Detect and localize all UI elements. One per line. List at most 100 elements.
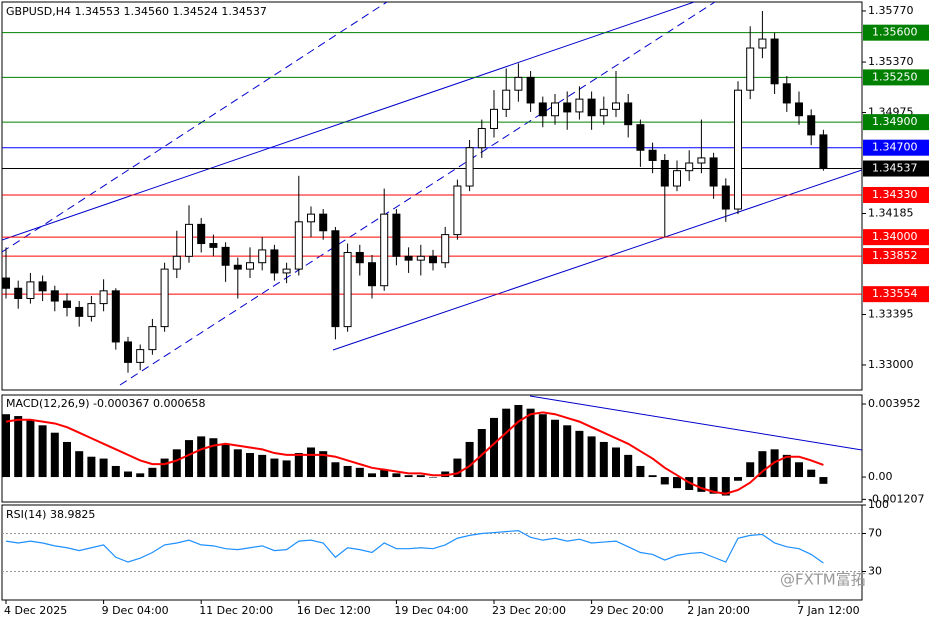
macd-bar — [526, 408, 535, 478]
level-label: 1.34700 — [872, 141, 918, 154]
candle-body — [477, 128, 486, 149]
macd-bar — [624, 454, 633, 478]
candle-body — [209, 243, 218, 248]
candle-body — [355, 251, 364, 264]
candle-body — [795, 102, 803, 117]
macd-bar — [465, 441, 474, 478]
macd-bar — [599, 441, 608, 478]
macd-bar — [404, 475, 413, 478]
candle-body — [624, 102, 633, 126]
main-panel — [1, 1, 863, 391]
macd-bar — [660, 477, 669, 485]
y-tick-label: 1.34185 — [868, 207, 914, 220]
candle-body — [746, 47, 755, 91]
y-tick-label: 30 — [868, 565, 882, 578]
x-tick-label: 29 Dec 20:00 — [590, 604, 664, 617]
macd-bar — [697, 477, 706, 492]
macd-bar — [258, 454, 267, 478]
watermark: @FXTM富拓 — [780, 571, 866, 589]
level-tag — [863, 69, 929, 86]
level-label: 1.33852 — [872, 249, 918, 262]
candle-body — [526, 76, 535, 104]
candle-body — [502, 89, 511, 110]
candle-body — [782, 83, 791, 104]
level-tag — [863, 186, 929, 203]
macd-label: MACD(12,26,9) -0.000367 0.000658 — [6, 397, 205, 410]
macd-bar — [233, 449, 242, 478]
candle-body — [514, 76, 523, 91]
candle-body — [587, 98, 596, 117]
level-label: 1.35600 — [872, 26, 918, 39]
macd-bar — [282, 460, 291, 478]
candle-body — [233, 264, 242, 270]
x-tick-label: 23 Dec 20:00 — [492, 604, 566, 617]
level-label: 1.35250 — [872, 70, 918, 83]
symbol-label: GBPUSD,H4 1.34553 1.34560 1.34524 1.3453… — [6, 5, 267, 18]
candle-body — [697, 157, 706, 164]
x-tick-label: 7 Jan 12:00 — [797, 604, 860, 617]
y-tick-label: 1.35370 — [868, 55, 914, 68]
candle-body — [2, 277, 10, 289]
candle-body — [721, 185, 730, 210]
macd-bar — [380, 469, 389, 478]
macd-bar — [453, 458, 462, 478]
macd-trendline — [529, 395, 862, 451]
rsi-layer — [2, 530, 862, 572]
macd-bar — [575, 430, 584, 478]
candle-body — [87, 303, 96, 317]
candle-body — [380, 213, 389, 287]
candle-body — [197, 223, 206, 245]
candle-body — [685, 162, 694, 172]
candle-body — [538, 102, 547, 117]
x-tick-label: 11 Dec 20:00 — [199, 604, 273, 617]
macd-bar — [246, 453, 254, 478]
y-tick-label: 100 — [868, 498, 889, 511]
x-tick-label: 2 Jan 20:00 — [687, 604, 750, 617]
macd-bar — [819, 477, 828, 484]
level-tag — [863, 139, 929, 156]
candle-body — [563, 102, 572, 113]
macd-bar — [734, 477, 742, 481]
macd-bar — [2, 414, 10, 478]
candle-body — [319, 213, 328, 232]
candle-body — [63, 300, 71, 308]
macd-bar — [429, 477, 437, 478]
macd-bar — [197, 436, 206, 478]
candle-body — [758, 38, 767, 49]
macd-bar — [587, 436, 596, 478]
macd-bar — [294, 453, 303, 478]
macd-bar — [807, 469, 816, 478]
main-layer — [2, 10, 862, 373]
y-tick-label: 1.35770 — [868, 4, 914, 17]
candle-body — [441, 234, 450, 264]
candle-body — [819, 134, 828, 170]
candle-body — [136, 349, 145, 363]
candle-body — [26, 281, 35, 299]
macd-bar — [538, 414, 547, 478]
level-label: 1.34330 — [872, 188, 918, 201]
channel-line — [2, 2, 696, 241]
macd-bar — [75, 451, 84, 478]
channel-line — [332, 169, 862, 351]
trendlines — [2, 2, 862, 386]
candle-body — [368, 262, 376, 287]
macd-bar — [172, 449, 181, 478]
macd-bar — [673, 477, 681, 489]
y-tick-label: 1.33395 — [868, 307, 914, 320]
macd-bar — [124, 471, 132, 478]
macd-bar — [746, 462, 755, 478]
candle-body — [270, 249, 279, 274]
rsi-line — [5, 530, 824, 564]
candle-body — [392, 213, 401, 257]
macd-bar — [87, 456, 96, 478]
candle-body — [343, 251, 352, 328]
candle-body — [660, 159, 669, 187]
candle-body — [490, 108, 498, 130]
macd-bar — [502, 408, 511, 478]
candle-body — [282, 268, 291, 274]
candle-body — [50, 290, 59, 302]
macd-bar — [160, 458, 169, 478]
candle-body — [75, 306, 84, 317]
candle-body — [99, 290, 108, 305]
